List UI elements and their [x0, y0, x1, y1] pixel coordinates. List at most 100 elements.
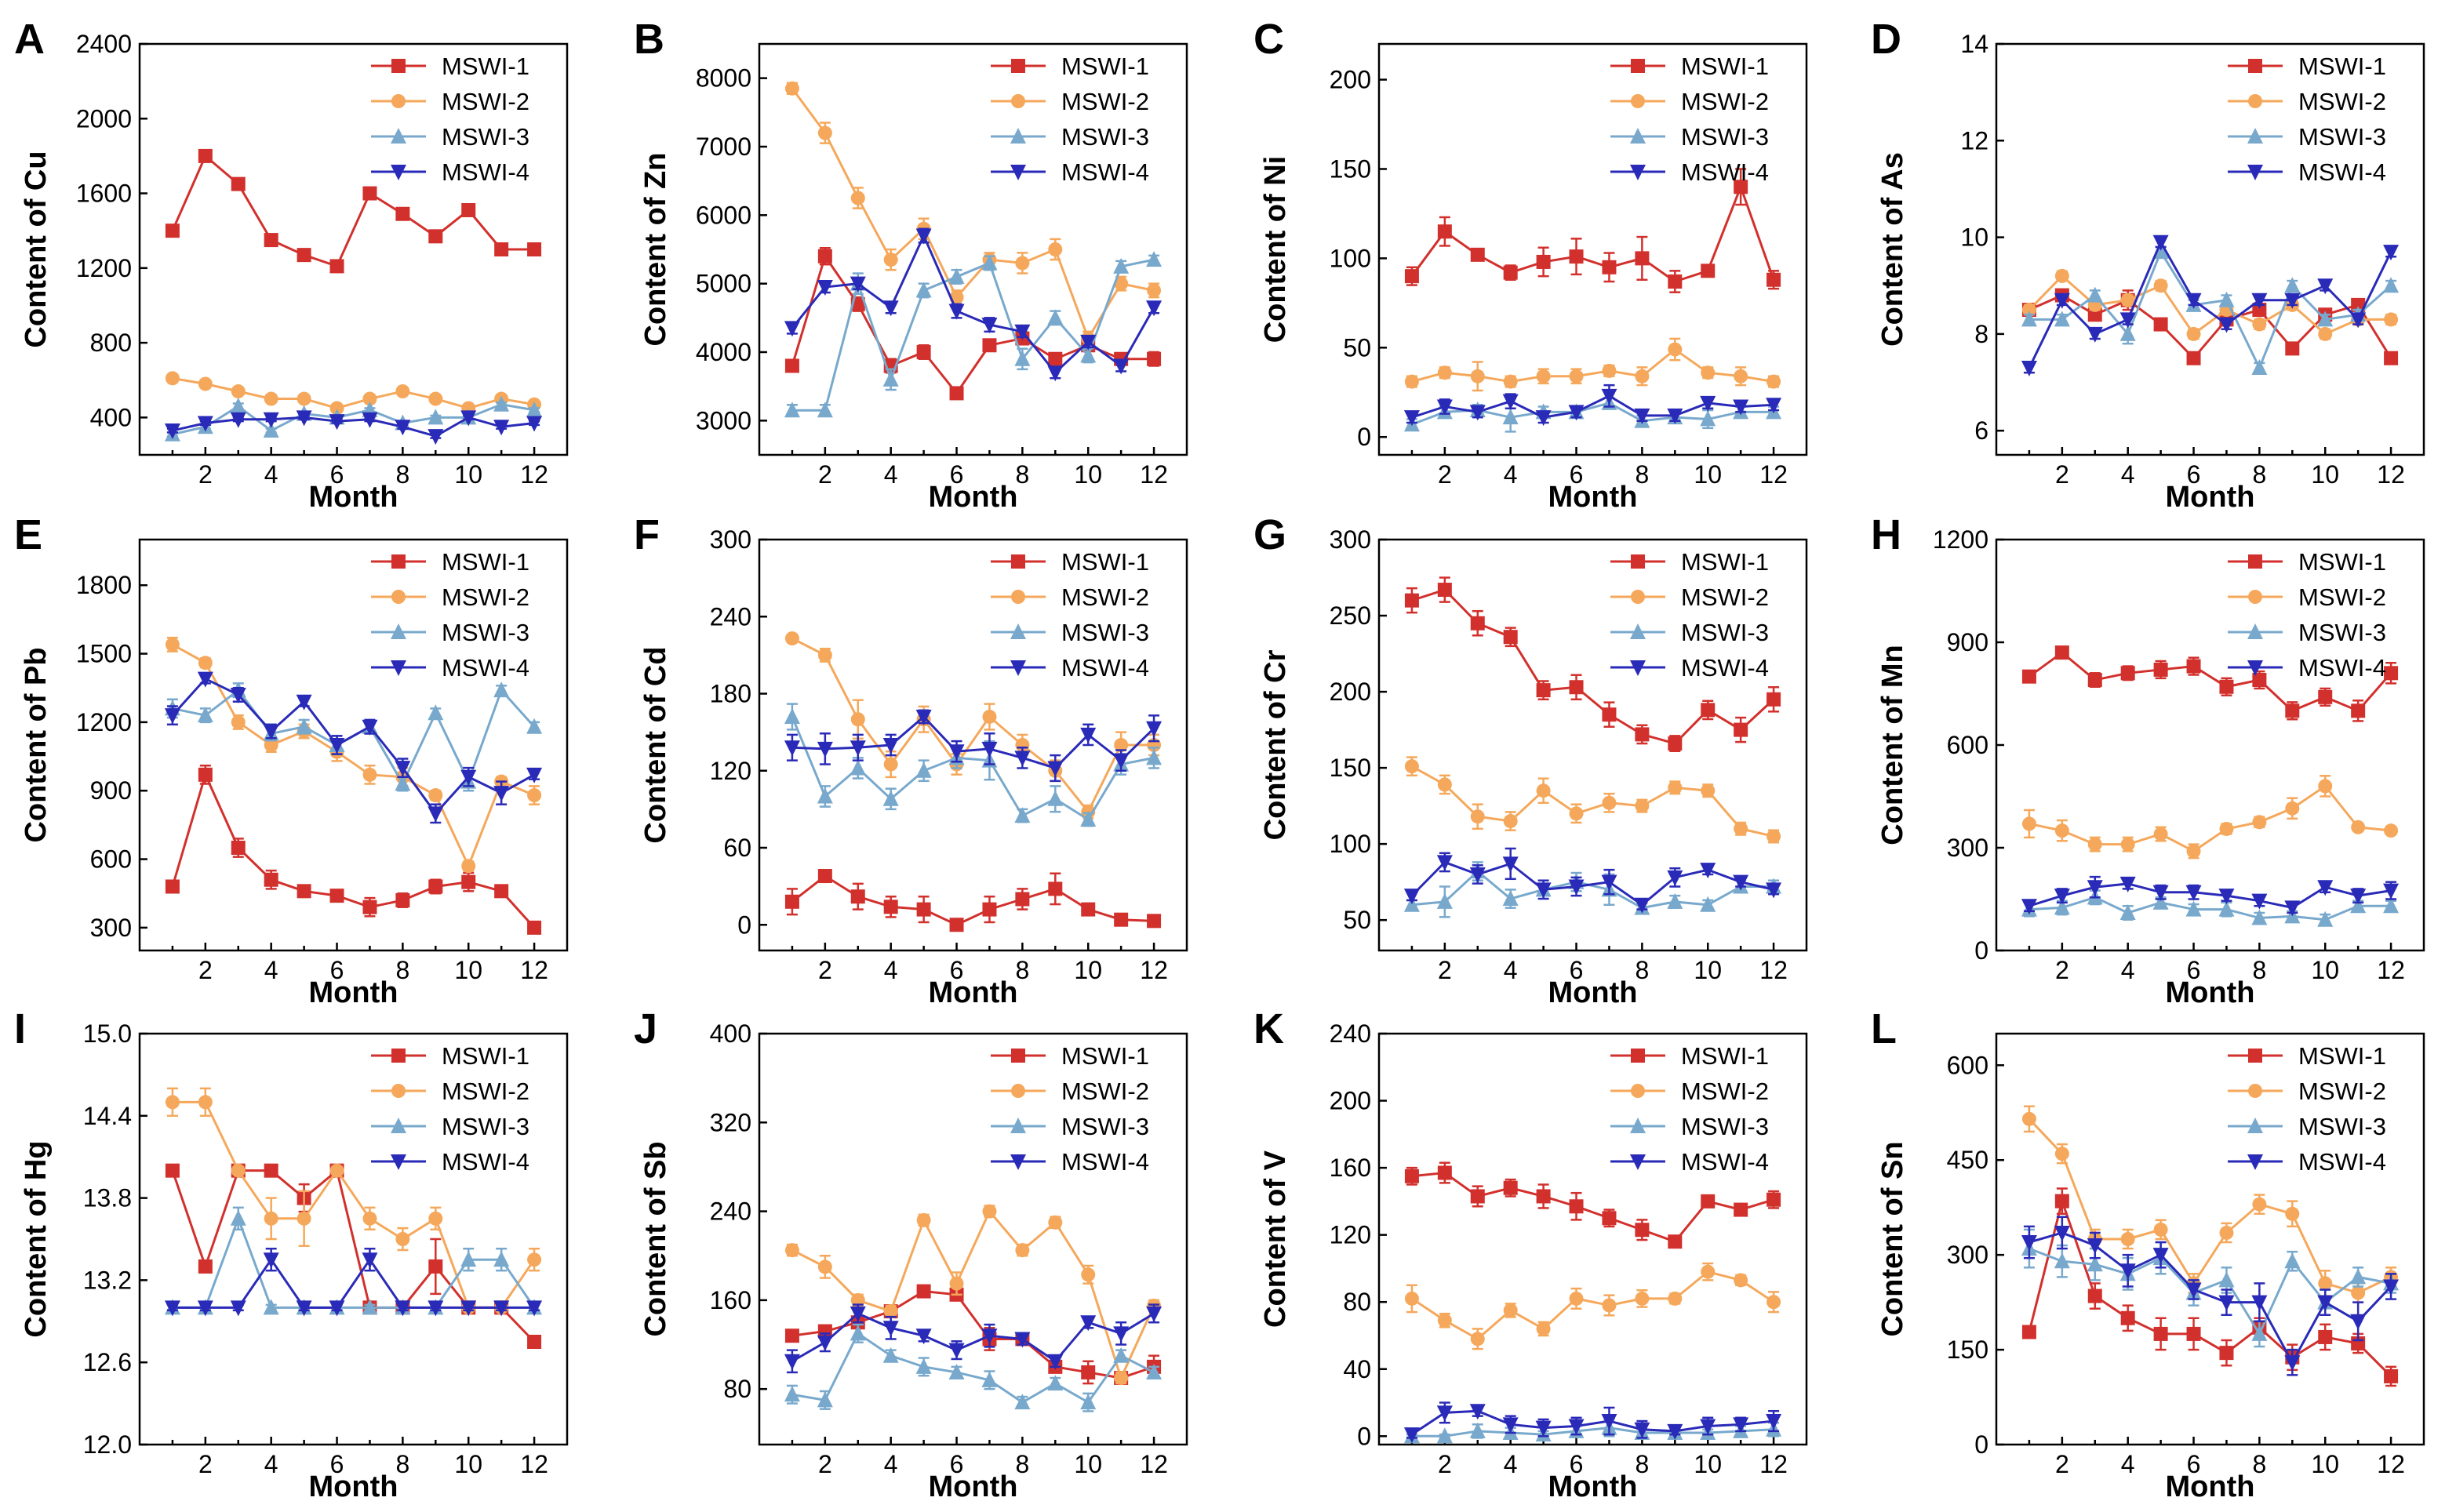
panel-c-point [1568, 405, 1585, 421]
panel-l-legend: MSWI-1 MSWI-2 MSWI-3 MSWI-4 [2228, 1042, 2386, 1176]
panel-f-point [817, 869, 832, 884]
panel-d-ytick-label: 12 [1960, 126, 1988, 154]
panel-h-xtick-label: 8 [2252, 956, 2266, 984]
panel-h-point [2384, 666, 2399, 681]
panel-l-series-1-line [2028, 1197, 2392, 1377]
panel-h-point [2284, 900, 2301, 917]
panel-a-point [461, 202, 476, 217]
panel-f-point [1113, 753, 1130, 769]
panel-g-xtick-label: 6 [1570, 956, 1584, 984]
panel-d-point [2021, 311, 2037, 327]
panel-j-point [916, 1212, 931, 1227]
panel-i-point [230, 1300, 246, 1317]
panel-e-point [460, 769, 477, 786]
panel-g-series-2-line [1411, 765, 1774, 838]
panel-e-legend: MSWI-1 MSWI-2 MSWI-3 MSWI-4 [371, 548, 529, 681]
panel-h-point [2252, 815, 2267, 830]
panel-c-point [1437, 224, 1452, 239]
panel-b-legend-marker [1010, 128, 1026, 144]
panel-b-point [949, 386, 964, 401]
panel-e-series-2 [165, 636, 542, 874]
panel-h-point [2087, 837, 2102, 852]
panel-e-point [297, 884, 311, 899]
panel-l-ytick-label: 0 [1974, 1430, 1988, 1459]
panel-d-ytick-label: 6 [1974, 416, 1988, 445]
panel-i-xtick-label: 10 [454, 1450, 482, 1478]
panel-l-point [2152, 1248, 2169, 1264]
panel-d-point [2251, 293, 2268, 309]
panel-c-point [1502, 394, 1519, 410]
panel-c-point [1767, 374, 1781, 389]
panel-d-xtick-label: 8 [2252, 460, 2266, 489]
panel-h-series-2-line [2028, 784, 2392, 853]
panel-a-point [231, 384, 246, 399]
panel-k-legend-marker [1630, 1118, 1646, 1133]
panel-e-point [362, 719, 378, 736]
panel-d-point [2251, 359, 2268, 376]
panel-h-ytick-label: 600 [1947, 731, 1988, 759]
panel-j-point [1114, 1371, 1129, 1386]
panel-d-legend-label: MSWI-3 [2298, 123, 2386, 151]
panel-b-legend-label: MSWI-4 [1061, 158, 1149, 186]
panel-a-series-1 [165, 148, 542, 274]
panel-l-xtick-label: 12 [2377, 1450, 2405, 1478]
panel-f-point [949, 918, 964, 932]
panel-l-point [2384, 1368, 2399, 1383]
panel-c-xtick-label: 8 [1635, 460, 1649, 489]
panel-b-point [1146, 300, 1163, 317]
panel-h-point [2384, 823, 2399, 838]
panel-g-point [1568, 879, 1585, 896]
panel-f-point [1114, 912, 1129, 927]
panel-c-point [1668, 274, 1683, 289]
panel-j-point [850, 1306, 866, 1322]
panel-e-point [493, 681, 510, 698]
panel-e-legend-label: MSWI-3 [442, 619, 529, 646]
panel-a-point [460, 410, 477, 427]
panel-e-point [264, 872, 278, 887]
panel-b-ytick-label: 7000 [696, 133, 751, 161]
panel-e-point [428, 806, 444, 823]
panel-f-series-4-line [791, 714, 1155, 770]
panel-e-point [329, 889, 344, 903]
panel-b-ytick-label: 8000 [696, 64, 751, 93]
panel-j-letter: J [634, 1005, 657, 1052]
panel-i-point [264, 1211, 278, 1226]
panel-g-frame [1377, 538, 1808, 952]
panel-b-point [1147, 283, 1162, 298]
panel-l-legend-label: MSWI-1 [2298, 1042, 2386, 1070]
panel-l-series-4 [2021, 1216, 2400, 1376]
panel-l-point [2087, 1288, 2102, 1303]
panel-k-ylabel: Content of V [1259, 1150, 1292, 1328]
panel-e-ytick-label: 900 [90, 776, 132, 805]
panel-a-point [329, 401, 344, 416]
panel-b-point [981, 254, 998, 271]
panel-e-point [527, 788, 542, 803]
panel-i-ylabel: Content of Hg [20, 1140, 53, 1337]
panel-j-legend-label: MSWI-4 [1061, 1148, 1149, 1176]
panel-l-point [2252, 1197, 2267, 1212]
panel-e-xtick-label: 10 [454, 956, 482, 984]
panel-e-point [428, 704, 444, 721]
panel-g-series-1 [1404, 576, 1781, 753]
panel-i-point [362, 1299, 378, 1315]
panel-e-point [362, 900, 377, 914]
panel-f-ytick-label: 60 [723, 834, 751, 862]
panel-h-point [2383, 883, 2400, 900]
panel-f-series-3 [784, 703, 1163, 827]
panel-b-point [1113, 257, 1130, 274]
panel-d-ytick-label: 10 [1960, 224, 1988, 252]
panel-b-xtick-label: 4 [884, 460, 898, 489]
panel-c-point [1701, 264, 1716, 278]
panel-a-point [263, 422, 279, 438]
panel-e-letter: E [14, 511, 42, 558]
panel-i-legend-marker [391, 1084, 406, 1098]
panel-k-point [1437, 1313, 1452, 1328]
panel-c-point [1767, 272, 1781, 287]
panel-a-ytick-label: 400 [90, 403, 132, 431]
panel-c-legend-marker [1631, 59, 1645, 73]
panel-e-point [461, 859, 476, 874]
panel-j-series-2-line [791, 1209, 1155, 1382]
panel-b-legend-label: MSWI-3 [1061, 123, 1149, 151]
panel-f-point [915, 709, 932, 725]
panel-g-xtick-label: 12 [1759, 956, 1788, 984]
